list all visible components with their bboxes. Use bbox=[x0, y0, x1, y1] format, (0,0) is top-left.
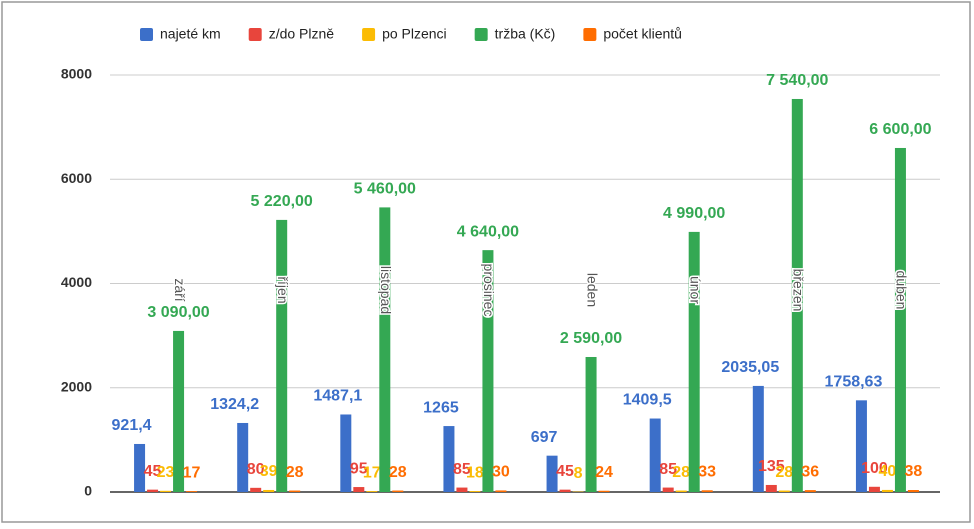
data-label: 921,4 bbox=[112, 417, 152, 434]
x-category-label: únor bbox=[687, 276, 703, 304]
y-tick-label: 0 bbox=[84, 483, 92, 499]
bar bbox=[353, 487, 364, 492]
data-label: 8 bbox=[574, 465, 583, 482]
legend-swatch bbox=[475, 28, 488, 41]
x-category-label: listopad bbox=[378, 266, 394, 314]
data-label: 39 bbox=[260, 463, 278, 480]
bar bbox=[469, 491, 480, 492]
bar bbox=[147, 490, 158, 492]
bar bbox=[366, 491, 377, 492]
data-label: 40 bbox=[879, 463, 897, 480]
data-label: 45 bbox=[556, 463, 574, 480]
data-label: 33 bbox=[698, 463, 716, 480]
y-tick-label: 4000 bbox=[61, 274, 92, 290]
bar bbox=[160, 491, 171, 492]
legend-label: z/do Plzně bbox=[269, 26, 335, 42]
legend-swatch bbox=[362, 28, 375, 41]
bar bbox=[560, 490, 571, 492]
x-category-label: září bbox=[172, 278, 188, 301]
bar bbox=[392, 491, 403, 492]
data-label: 1324,2 bbox=[210, 396, 259, 413]
data-label: 7 540,00 bbox=[766, 72, 828, 89]
bar bbox=[779, 491, 790, 492]
bar bbox=[702, 490, 713, 492]
bar bbox=[443, 426, 454, 492]
bar bbox=[805, 490, 816, 492]
y-tick-label: 2000 bbox=[61, 378, 92, 394]
bar bbox=[456, 488, 467, 492]
bar bbox=[250, 488, 261, 492]
bar bbox=[289, 491, 300, 492]
x-category-label: březen bbox=[791, 269, 807, 312]
bar bbox=[895, 148, 906, 492]
bar bbox=[340, 414, 351, 492]
legend-swatch bbox=[583, 28, 596, 41]
bar bbox=[869, 487, 880, 492]
data-label: 23 bbox=[157, 464, 175, 481]
bar bbox=[650, 419, 661, 492]
x-category-label: duben bbox=[894, 271, 910, 310]
bar bbox=[276, 220, 287, 492]
data-label: 1265 bbox=[423, 399, 459, 416]
data-label: 17 bbox=[363, 464, 381, 481]
data-label: 5 220,00 bbox=[251, 193, 313, 210]
y-tick-label: 6000 bbox=[61, 170, 92, 186]
data-label: 4 640,00 bbox=[457, 223, 519, 240]
x-category-label: prosinec bbox=[481, 264, 497, 317]
data-label: 17 bbox=[183, 464, 201, 481]
data-label: 28 bbox=[286, 464, 304, 481]
bar bbox=[237, 423, 248, 492]
bar bbox=[599, 491, 610, 492]
legend-label: po Plzenci bbox=[382, 26, 447, 42]
legend-label: najeté km bbox=[160, 26, 221, 42]
data-label: 5 460,00 bbox=[354, 181, 416, 198]
data-label: 24 bbox=[595, 464, 613, 481]
x-category-label: říjen bbox=[275, 276, 291, 303]
data-label: 4 990,00 bbox=[663, 205, 725, 222]
x-category-label: leden bbox=[584, 273, 600, 307]
bar bbox=[379, 207, 390, 492]
data-label: 2 590,00 bbox=[560, 330, 622, 347]
legend-label: tržba (Kč) bbox=[495, 26, 556, 42]
data-label: 6 600,00 bbox=[869, 121, 931, 138]
bar bbox=[663, 488, 674, 492]
data-label: 28 bbox=[672, 464, 690, 481]
legend-swatch bbox=[249, 28, 262, 41]
bar bbox=[689, 232, 700, 492]
legend-swatch bbox=[140, 28, 153, 41]
bar bbox=[766, 485, 777, 492]
bar bbox=[753, 386, 764, 492]
data-label: 28 bbox=[389, 464, 407, 481]
data-label: 36 bbox=[801, 463, 819, 480]
data-label: 18 bbox=[466, 464, 484, 481]
bar bbox=[495, 490, 506, 492]
data-label: 2035,05 bbox=[721, 359, 779, 376]
data-label: 3 090,00 bbox=[147, 304, 209, 321]
data-label: 1409,5 bbox=[623, 392, 672, 409]
data-label: 1487,1 bbox=[313, 388, 362, 405]
bar bbox=[263, 490, 274, 492]
data-label: 1758,63 bbox=[825, 374, 883, 391]
bar bbox=[908, 490, 919, 492]
data-label: 28 bbox=[775, 464, 793, 481]
bar bbox=[676, 491, 687, 492]
bar bbox=[186, 491, 197, 492]
legend-label: počet klientů bbox=[603, 26, 682, 42]
data-label: 697 bbox=[531, 429, 558, 446]
data-label: 30 bbox=[492, 464, 510, 481]
y-tick-label: 8000 bbox=[61, 66, 92, 82]
bar bbox=[882, 490, 893, 492]
bar bbox=[856, 400, 867, 492]
data-label: 38 bbox=[905, 463, 923, 480]
